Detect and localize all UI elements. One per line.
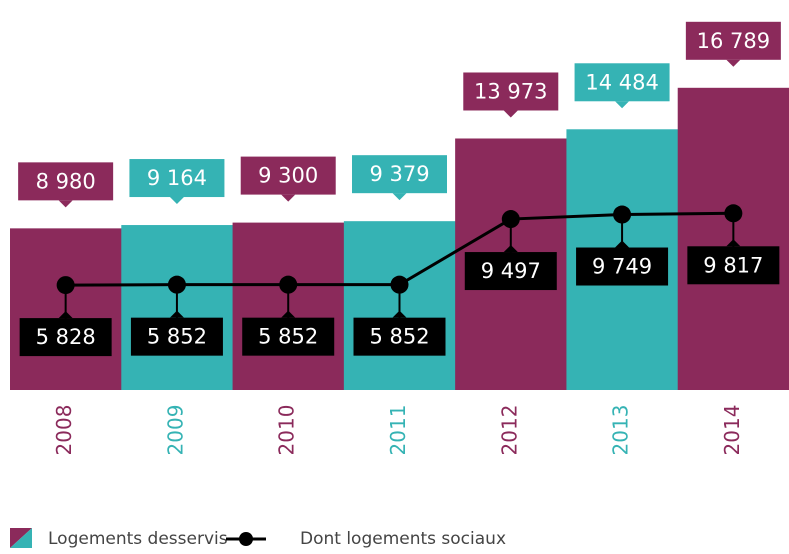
legend-marker (239, 532, 253, 546)
x-tick-label: 2009 (163, 405, 187, 456)
value-label-box (19, 318, 112, 357)
value-label-pointer (169, 197, 184, 205)
value-label-box (576, 247, 669, 286)
value-label-box (129, 159, 225, 198)
value-label-pointer (58, 200, 73, 208)
value-label-pointer (281, 194, 296, 202)
x-tick-label: 2012 (497, 405, 521, 456)
legend-swatch-teal (10, 528, 32, 548)
value-label-pointer (503, 245, 518, 253)
value-label-box (574, 63, 670, 102)
x-tick-label: 2013 (609, 405, 633, 456)
value-label: 5 852 (147, 325, 207, 349)
value-label: 16 789 (697, 29, 770, 53)
value-label-box (353, 317, 446, 356)
value-label: 9 300 (258, 164, 318, 188)
value-label-box (687, 246, 780, 285)
value-label-box (240, 156, 336, 195)
value-label-pointer (169, 310, 184, 318)
value-label-box (130, 317, 223, 356)
value-label-pointer (392, 310, 407, 318)
legend: Logements desservis Dont logements socia… (10, 528, 506, 549)
value-label-pointer (503, 110, 518, 118)
legend-label: Logements desservis (48, 529, 228, 549)
x-tick-label: 2014 (720, 405, 744, 456)
value-label: 5 852 (369, 325, 429, 349)
value-label: 9 817 (703, 253, 763, 277)
value-label: 9 497 (481, 259, 541, 283)
value-label: 9 164 (147, 166, 207, 190)
value-label: 9 749 (592, 255, 652, 279)
value-label: 13 973 (474, 79, 547, 103)
legend-label: Dont logements sociaux (300, 529, 506, 549)
x-tick-label: 2008 (52, 405, 76, 456)
value-label-pointer (726, 59, 741, 67)
x-tick-label: 2011 (386, 405, 410, 456)
x-tick-label: 2010 (275, 405, 299, 456)
value-label-box (18, 162, 114, 201)
value-label-box (463, 72, 559, 111)
value-label-pointer (615, 240, 630, 248)
value-label: 5 852 (258, 325, 318, 349)
value-label: 5 828 (36, 325, 96, 349)
value-label: 14 484 (585, 70, 658, 94)
value-label-pointer (58, 311, 73, 319)
value-label: 8 980 (36, 169, 96, 193)
value-label-box (242, 317, 335, 356)
value-label-box (464, 252, 557, 291)
value-label-pointer (281, 310, 296, 318)
value-label-pointer (392, 193, 407, 201)
value-label: 9 379 (369, 162, 429, 186)
value-label-box (352, 155, 447, 194)
value-label-pointer (615, 101, 630, 109)
value-label-pointer (726, 239, 741, 247)
value-label-box (685, 21, 781, 60)
